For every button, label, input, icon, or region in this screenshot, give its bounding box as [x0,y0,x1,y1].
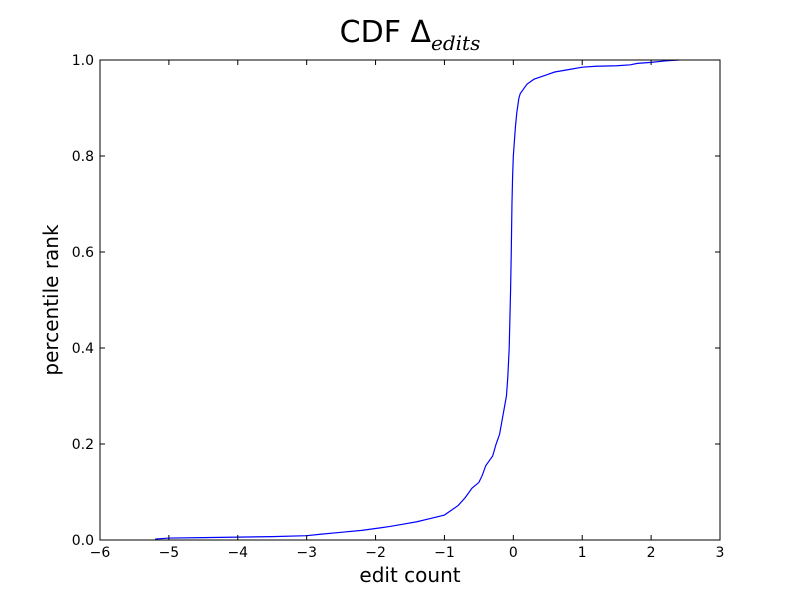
x-tick-label: 1 [578,545,587,561]
y-tick-label: 1.0 [72,53,94,69]
chart-title: CDF Δedits [340,15,481,55]
plot-layer [155,59,679,540]
x-tick-label: −6 [90,545,111,561]
chart-title-subscript: edits [431,31,480,55]
y-tick-label: 0.6 [72,245,94,261]
y-tick-label: 0.4 [72,341,94,357]
series-line-0 [155,59,679,540]
y-axis-label: percentile rank [39,224,63,376]
x-tick-label: −1 [434,545,455,561]
x-axis-label: edit count [359,563,460,587]
chart-title-main: CDF Δ [340,15,432,50]
x-tick-label: −2 [365,545,386,561]
x-tick-label: −3 [296,545,317,561]
x-tick-label: 0 [509,545,518,561]
y-tick-label: 0.2 [72,437,94,453]
y-tick-label: 0.8 [72,149,94,165]
axes-frame [99,59,721,541]
y-tick-label: 0.0 [72,533,94,549]
x-tick-label: −4 [227,545,248,561]
axes-layer: −6 −5 −4 −3 −2 −1 0 1 2 3 0.0 0.2 0.4 0.6 0.8 1.0 [72,53,725,561]
x-tick-label: −5 [159,545,180,561]
x-tick-label: 2 [647,545,656,561]
x-tick-label: 3 [716,545,725,561]
